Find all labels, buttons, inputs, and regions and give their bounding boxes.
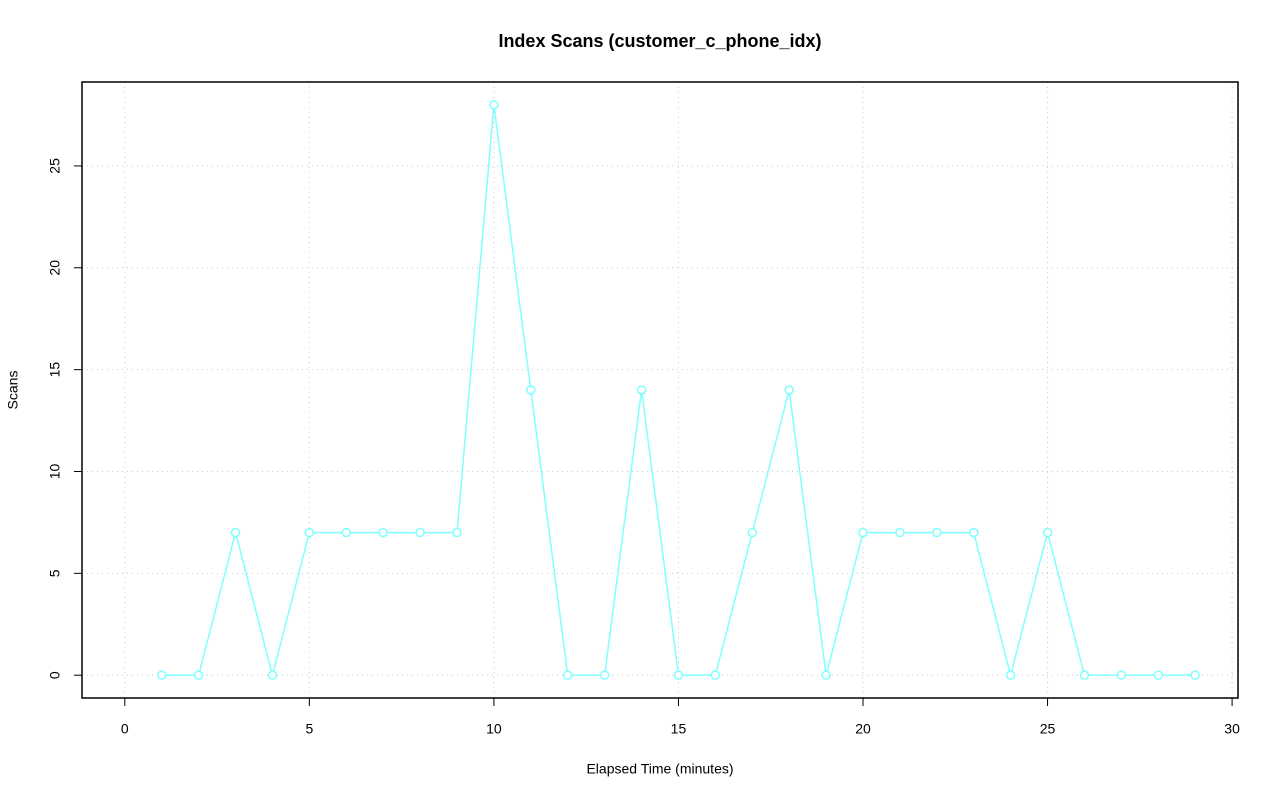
- y-tick-label: 15: [47, 362, 63, 378]
- data-point: [821, 670, 831, 680]
- chart-title: Index Scans (customer_c_phone_idx): [498, 31, 821, 51]
- data-point: [156, 670, 167, 680]
- data-point: [415, 527, 425, 538]
- x-tick-label: 10: [486, 721, 502, 737]
- data-point: [267, 670, 278, 680]
- y-axis-label: Scans: [5, 371, 21, 410]
- y-tick-label: 5: [47, 569, 63, 577]
- y-tick-label: 0: [47, 671, 63, 679]
- data-point: [1005, 670, 1016, 680]
- x-tick-label: 15: [671, 721, 687, 737]
- data-point: [968, 527, 979, 538]
- x-tick-label: 30: [1224, 721, 1240, 737]
- x-tick-label: 20: [855, 721, 871, 737]
- x-tick-label: 5: [305, 721, 313, 737]
- data-point: [710, 670, 721, 680]
- x-tick-label: 25: [1040, 721, 1056, 737]
- data-point: [1079, 670, 1090, 680]
- data-point: [895, 527, 905, 538]
- y-tick-label: 25: [47, 158, 63, 174]
- data-point: [1042, 527, 1053, 538]
- data-point: [784, 385, 794, 395]
- data-point: [304, 527, 315, 538]
- data-point: [230, 527, 241, 538]
- data-point: [526, 385, 536, 395]
- data-point: [1116, 670, 1127, 680]
- data-point: [747, 527, 758, 538]
- y-tick-label: 10: [47, 463, 63, 479]
- data-point: [452, 527, 462, 538]
- data-point: [489, 100, 499, 110]
- data-point: [562, 670, 573, 680]
- data-point: [341, 527, 352, 538]
- data-point: [858, 527, 868, 538]
- data-point: [932, 527, 942, 538]
- x-axis-label: Elapsed Time (minutes): [586, 761, 733, 777]
- data-point: [1153, 670, 1164, 680]
- data-point: [673, 670, 684, 680]
- plot-frame: [81, 81, 1239, 699]
- data-point: [636, 385, 647, 395]
- x-tick-label: 0: [121, 721, 129, 737]
- data-point: [1190, 670, 1200, 680]
- data-point: [378, 527, 388, 538]
- y-tick-label: 20: [47, 260, 63, 276]
- data-point: [599, 670, 610, 680]
- data-point: [193, 670, 204, 680]
